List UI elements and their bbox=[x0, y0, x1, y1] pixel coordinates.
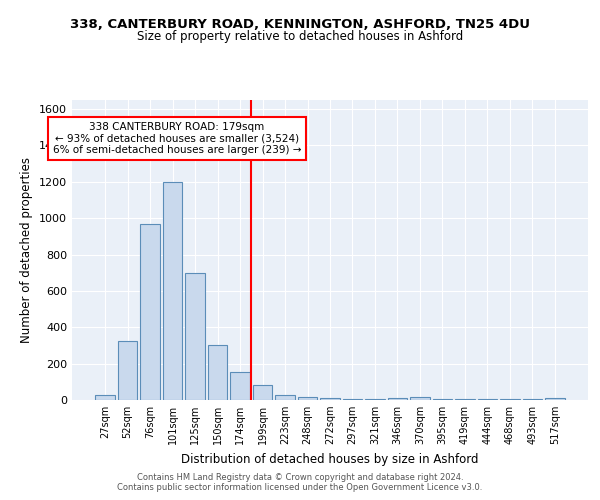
Text: Size of property relative to detached houses in Ashford: Size of property relative to detached ho… bbox=[137, 30, 463, 43]
Bar bbox=[343, 399, 362, 400]
Bar bbox=[163, 182, 182, 400]
Bar bbox=[230, 372, 250, 400]
Bar bbox=[95, 396, 115, 400]
Bar bbox=[118, 341, 137, 400]
Bar bbox=[365, 399, 385, 400]
Bar bbox=[545, 398, 565, 400]
Bar bbox=[253, 386, 272, 400]
Text: Contains HM Land Registry data © Crown copyright and database right 2024.: Contains HM Land Registry data © Crown c… bbox=[137, 472, 463, 482]
Bar bbox=[208, 344, 227, 400]
Text: 338, CANTERBURY ROAD, KENNINGTON, ASHFORD, TN25 4DU: 338, CANTERBURY ROAD, KENNINGTON, ASHFOR… bbox=[70, 18, 530, 30]
Bar bbox=[185, 272, 205, 400]
Bar bbox=[388, 398, 407, 400]
Bar bbox=[320, 398, 340, 400]
Bar bbox=[410, 398, 430, 400]
Bar bbox=[275, 394, 295, 400]
Text: 338 CANTERBURY ROAD: 179sqm
← 93% of detached houses are smaller (3,524)
6% of s: 338 CANTERBURY ROAD: 179sqm ← 93% of det… bbox=[53, 122, 301, 155]
Bar bbox=[140, 224, 160, 400]
Text: Contains public sector information licensed under the Open Government Licence v3: Contains public sector information licen… bbox=[118, 482, 482, 492]
X-axis label: Distribution of detached houses by size in Ashford: Distribution of detached houses by size … bbox=[181, 452, 479, 466]
Bar bbox=[298, 398, 317, 400]
Y-axis label: Number of detached properties: Number of detached properties bbox=[20, 157, 34, 343]
